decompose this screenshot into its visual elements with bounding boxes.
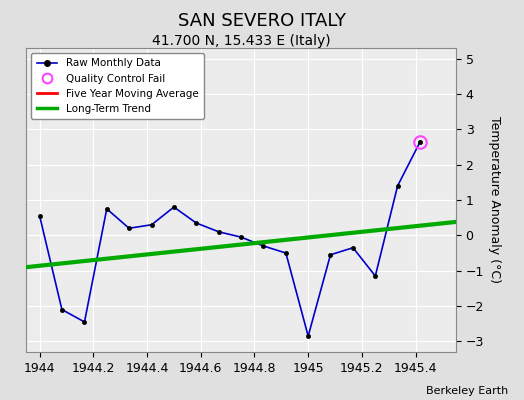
Raw Monthly Data bbox=[81, 320, 88, 324]
Raw Monthly Data bbox=[126, 226, 132, 231]
Raw Monthly Data bbox=[104, 206, 110, 211]
Raw Monthly Data bbox=[305, 334, 311, 338]
Raw Monthly Data bbox=[372, 274, 378, 278]
Raw Monthly Data bbox=[59, 307, 65, 312]
Text: Berkeley Earth: Berkeley Earth bbox=[426, 386, 508, 396]
Raw Monthly Data bbox=[148, 222, 155, 227]
Raw Monthly Data bbox=[328, 252, 334, 257]
Line: Raw Monthly Data: Raw Monthly Data bbox=[38, 140, 422, 338]
Raw Monthly Data bbox=[215, 230, 222, 234]
Raw Monthly Data bbox=[395, 184, 401, 188]
Raw Monthly Data bbox=[417, 139, 423, 144]
Raw Monthly Data bbox=[283, 251, 289, 256]
Text: SAN SEVERO ITALY: SAN SEVERO ITALY bbox=[178, 12, 346, 30]
Y-axis label: Temperature Anomaly (°C): Temperature Anomaly (°C) bbox=[488, 116, 500, 284]
Raw Monthly Data bbox=[193, 220, 199, 225]
Raw Monthly Data bbox=[260, 244, 267, 248]
Raw Monthly Data bbox=[37, 214, 43, 218]
Title: 41.700 N, 15.433 E (Italy): 41.700 N, 15.433 E (Italy) bbox=[152, 34, 330, 48]
Raw Monthly Data bbox=[350, 245, 356, 250]
Raw Monthly Data bbox=[171, 205, 177, 210]
Legend: Raw Monthly Data, Quality Control Fail, Five Year Moving Average, Long-Term Tren: Raw Monthly Data, Quality Control Fail, … bbox=[31, 53, 204, 119]
Raw Monthly Data bbox=[238, 235, 244, 240]
